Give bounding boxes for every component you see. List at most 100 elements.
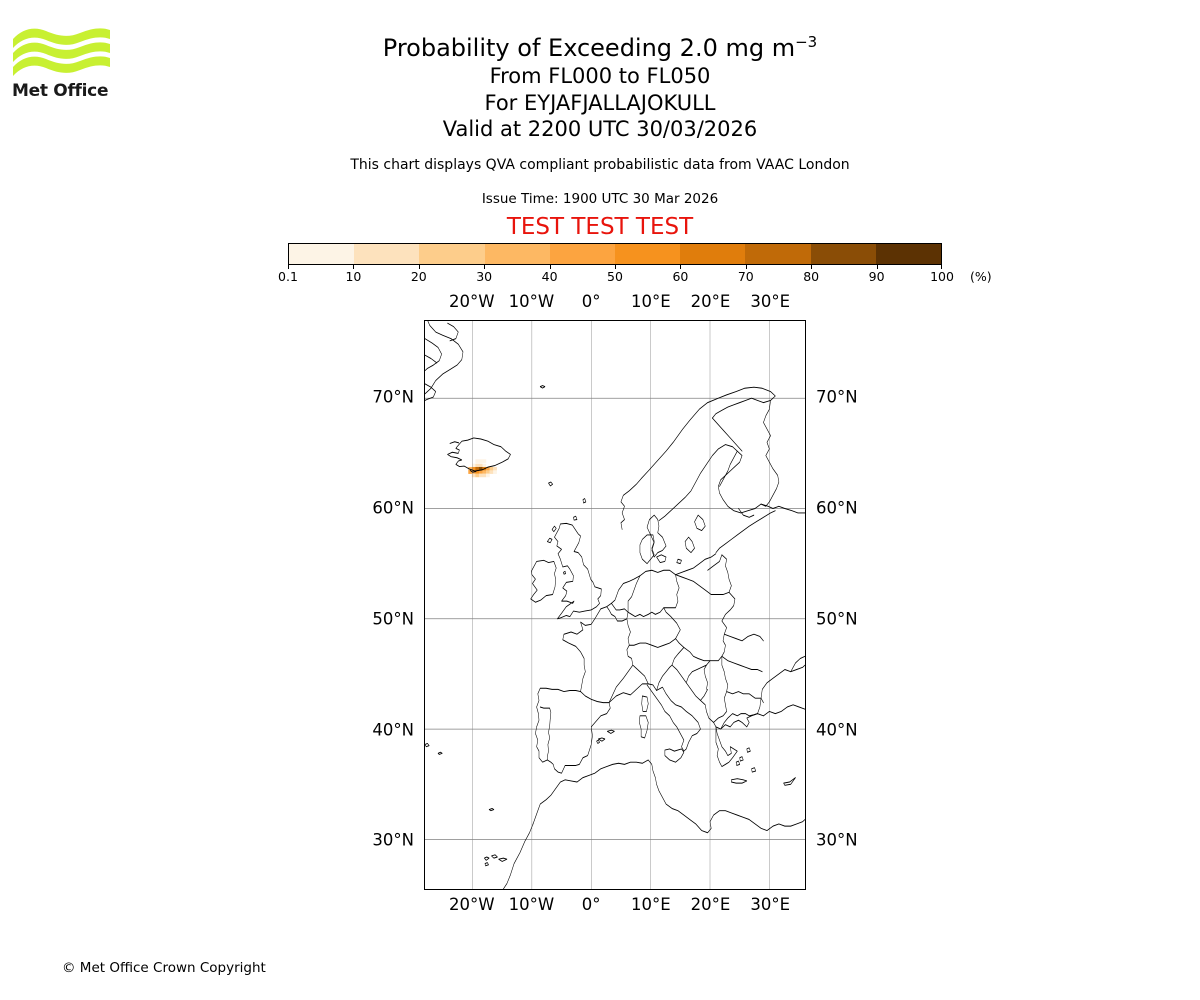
ash-probability-cell xyxy=(475,463,480,468)
ash-probability-cell xyxy=(471,473,476,478)
met-office-logo: Met Office xyxy=(12,22,112,112)
colorbar-tick-label: 30 xyxy=(476,269,493,284)
ash-probability-cell xyxy=(489,470,494,474)
latitude-tick-label: 50°N xyxy=(372,609,414,629)
colorbar-segment xyxy=(549,244,616,264)
ash-probability-cell xyxy=(478,470,483,474)
colorbar-tick-label: 10 xyxy=(345,269,362,284)
ash-probability-cell xyxy=(478,463,483,468)
ash-probability-cell xyxy=(468,470,472,474)
ash-probability-cell xyxy=(482,473,487,478)
volcano-line: For EYJAFJALLAJOKULL xyxy=(484,91,716,115)
colorbar-tick xyxy=(418,265,420,269)
page-title-exponent: −3 xyxy=(795,33,818,51)
longitude-tick-label: 20°E xyxy=(690,895,731,914)
page-title: Probability of Exceeding 2.0 mg m−3 xyxy=(0,27,1200,63)
colorbar-tick xyxy=(680,265,682,269)
colorbar-tick xyxy=(549,265,551,269)
ash-probability-cell xyxy=(478,466,483,471)
colorbar xyxy=(288,243,942,269)
latitude-tick-label: 70°N xyxy=(372,387,414,407)
colorbar-tick xyxy=(288,265,289,269)
colorbar-tick-label: 80 xyxy=(803,269,820,284)
colorbar-tick-label: 90 xyxy=(868,269,885,284)
longitude-tick-label: 20°E xyxy=(690,292,731,311)
latitude-tick-label: 60°N xyxy=(372,498,414,518)
met-office-wave-icon xyxy=(13,28,110,76)
latitude-tick-label: 60°N xyxy=(816,498,858,518)
colorbar-tick xyxy=(484,265,486,269)
colorbar-tick-label: 0.1 xyxy=(278,269,298,284)
colorbar-segment xyxy=(680,244,746,264)
longitude-tick-label: 20°W xyxy=(448,895,495,914)
latitude-tick-label: 30°N xyxy=(816,830,858,850)
valid-time-line: Valid at 2200 UTC 30/03/2026 xyxy=(442,117,758,141)
colorbar-tick xyxy=(876,265,878,269)
colorbar-tick xyxy=(941,265,942,269)
ash-probability-cell xyxy=(478,473,483,478)
colorbar-segment xyxy=(354,244,420,264)
ash-probability-cell xyxy=(475,466,480,471)
colorbar-segment xyxy=(745,244,811,264)
colorbar-segment xyxy=(419,244,485,264)
coastlines xyxy=(425,321,805,889)
colorbar-tick xyxy=(811,265,813,269)
ash-probability-cell xyxy=(482,470,487,474)
ash-probability-cell xyxy=(471,463,476,468)
colorbar-tick-label: 70 xyxy=(737,269,754,284)
copyright-text: © Met Office Crown Copyright xyxy=(62,960,266,976)
colorbar-tick-label: 50 xyxy=(607,269,623,284)
colorbar-segment xyxy=(810,244,876,264)
colorbar-tick-labels: 0.1 10 20 30 40 50 60 70 80 90 100 xyxy=(278,269,954,287)
latitude-tick-label: 40°N xyxy=(372,720,414,739)
colorbar-tick-label: 100 xyxy=(930,269,954,284)
ash-probability-cell xyxy=(486,470,490,474)
colorbar-tick xyxy=(353,265,355,269)
ash-probability-cell xyxy=(482,459,487,463)
colorbar-tick-label: 40 xyxy=(541,269,558,284)
page-title-text: Probability of Exceeding 2.0 mg m xyxy=(382,34,796,62)
longitude-tick-label: 10°E xyxy=(630,292,671,311)
colorbar-tick-label: 60 xyxy=(672,269,689,284)
ash-probability-cell xyxy=(471,466,476,471)
longitude-tick-label: 30°E xyxy=(750,292,791,311)
longitude-tick-label: 10°W xyxy=(508,292,555,311)
test-banner: TEST TEST TEST xyxy=(506,214,694,240)
colorbar-tick-label: 20 xyxy=(410,269,427,284)
latitude-tick-label: 70°N xyxy=(816,387,858,407)
flight-level-line: From FL000 to FL050 xyxy=(489,64,711,88)
colorbar-segment xyxy=(289,244,355,264)
longitude-tick-label: 10°W xyxy=(508,895,555,914)
longitude-tick-label: 0° xyxy=(581,292,601,311)
ash-probability-cell xyxy=(478,459,483,463)
latitude-tick-label: 50°N xyxy=(816,609,858,629)
ash-probability-cell xyxy=(475,473,480,478)
ash-probability-cell xyxy=(489,466,494,471)
qva-note: This chart displays QVA compliant probab… xyxy=(350,157,850,173)
latitude-tick-label: 40°N xyxy=(816,720,858,739)
colorbar-segment xyxy=(484,244,550,264)
graticule xyxy=(425,321,805,889)
colorbar-segment xyxy=(875,244,942,264)
longitude-tick-label: 10°E xyxy=(630,895,671,914)
colorbar-segment xyxy=(615,244,681,264)
ash-probability-cell xyxy=(493,470,497,474)
colorbar-ticks xyxy=(288,243,942,269)
colorbar-tick xyxy=(615,265,616,269)
ash-probability-cell xyxy=(486,466,490,471)
ash-probability-cell xyxy=(475,459,480,463)
longitude-tick-label: 20°W xyxy=(448,292,495,311)
met-office-logo-text: Met Office xyxy=(12,81,109,101)
latitude-tick-label: 30°N xyxy=(372,830,414,850)
longitude-tick-label: 30°E xyxy=(750,895,791,914)
colorbar-tick xyxy=(745,265,747,269)
map-plot-area xyxy=(424,320,806,890)
ash-probability-cell xyxy=(475,470,480,474)
map-canvas xyxy=(425,321,805,889)
ash-probability-cell xyxy=(486,473,490,478)
ash-probability-cell xyxy=(482,463,487,468)
longitude-tick-label: 0° xyxy=(581,895,601,914)
issue-time: Issue Time: 1900 UTC 30 Mar 2026 xyxy=(481,191,719,207)
colorbar-gradient xyxy=(288,243,942,265)
ash-probability-cell xyxy=(493,466,497,471)
